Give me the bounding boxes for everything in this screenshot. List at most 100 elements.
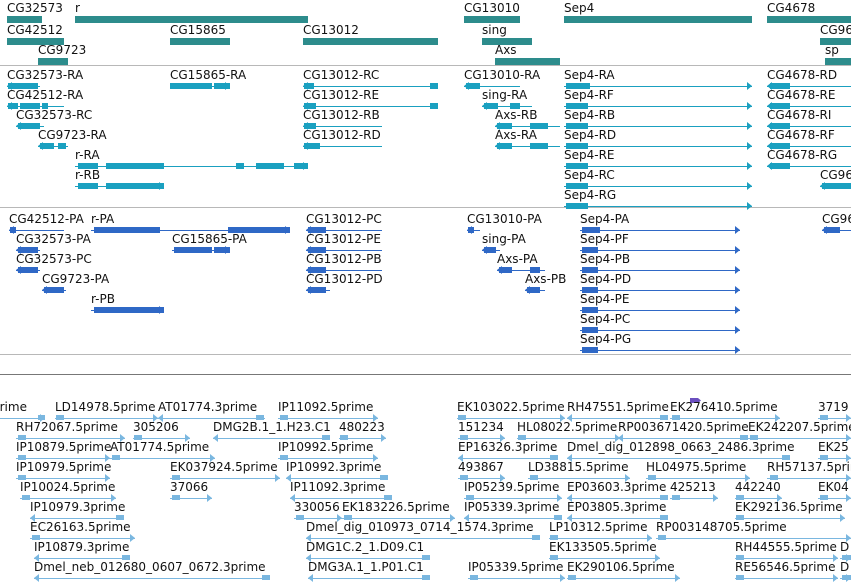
exon-block[interactable] <box>750 435 758 440</box>
exon-block[interactable] <box>18 123 40 129</box>
exon-block[interactable] <box>134 435 142 440</box>
exon-block[interactable] <box>736 555 744 560</box>
exon-block[interactable] <box>582 327 598 333</box>
exon-block[interactable] <box>530 475 538 480</box>
exon-block[interactable] <box>660 495 668 500</box>
exon-block[interactable] <box>294 163 308 169</box>
gene-bar[interactable] <box>464 16 520 23</box>
exon-block[interactable] <box>8 83 38 89</box>
exon-block[interactable] <box>380 475 388 480</box>
exon-block[interactable] <box>660 515 668 520</box>
exon-block[interactable] <box>42 103 48 109</box>
exon-block[interactable] <box>820 455 828 460</box>
exon-block[interactable] <box>94 307 164 313</box>
exon-block[interactable] <box>122 555 130 560</box>
exon-block[interactable] <box>172 475 180 480</box>
exon-block[interactable] <box>550 455 558 460</box>
exon-block[interactable] <box>660 415 668 420</box>
exon-block[interactable] <box>58 143 66 149</box>
exon-block[interactable] <box>22 495 30 500</box>
exon-block[interactable] <box>308 247 326 253</box>
exon-block[interactable] <box>344 515 352 520</box>
gene-bar[interactable] <box>564 16 752 23</box>
region-marker-icon[interactable] <box>690 389 701 403</box>
exon-block[interactable] <box>820 415 828 420</box>
exon-block[interactable] <box>648 475 656 480</box>
exon-block[interactable] <box>340 435 348 440</box>
exon-block[interactable] <box>527 287 540 293</box>
exon-block[interactable] <box>532 535 540 540</box>
exon-block[interactable] <box>820 495 828 500</box>
exon-block[interactable] <box>18 455 26 460</box>
exon-block[interactable] <box>672 415 680 420</box>
exon-block[interactable] <box>172 495 180 500</box>
exon-block[interactable] <box>308 287 326 293</box>
exon-block[interactable] <box>308 227 326 233</box>
exon-block[interactable] <box>384 495 392 500</box>
gene-bar[interactable] <box>303 38 438 45</box>
exon-block[interactable] <box>236 163 244 169</box>
exon-block[interactable] <box>736 495 744 500</box>
exon-block[interactable] <box>822 183 851 189</box>
exon-block[interactable] <box>304 103 316 109</box>
exon-block[interactable] <box>422 575 430 580</box>
exon-block[interactable] <box>497 123 512 129</box>
exon-block[interactable] <box>304 143 320 149</box>
exon-block[interactable] <box>40 143 54 149</box>
exon-block[interactable] <box>56 415 64 420</box>
exon-block[interactable] <box>18 267 38 273</box>
exon-block[interactable] <box>262 575 270 580</box>
exon-block[interactable] <box>430 103 438 109</box>
gene-bar[interactable] <box>170 38 230 45</box>
exon-block[interactable] <box>566 203 588 209</box>
exon-block[interactable] <box>582 247 598 253</box>
gene-bar[interactable] <box>38 58 68 65</box>
exon-block[interactable] <box>582 307 598 313</box>
exon-block[interactable] <box>256 415 264 420</box>
exon-block[interactable] <box>510 103 520 109</box>
exon-block[interactable] <box>18 435 26 440</box>
exon-block[interactable] <box>770 123 790 129</box>
exon-block[interactable] <box>280 455 288 460</box>
exon-block[interactable] <box>466 83 480 89</box>
exon-block[interactable] <box>322 435 330 440</box>
exon-block[interactable] <box>430 83 438 89</box>
exon-block[interactable] <box>566 163 588 169</box>
exon-block[interactable] <box>770 163 790 169</box>
exon-block[interactable] <box>170 83 212 89</box>
gene-bar[interactable] <box>767 16 851 23</box>
exon-block[interactable] <box>8 103 18 109</box>
exon-block[interactable] <box>770 103 790 109</box>
exon-block[interactable] <box>228 227 290 233</box>
gene-bar[interactable] <box>75 16 308 23</box>
exon-block[interactable] <box>566 103 588 109</box>
exon-block[interactable] <box>582 347 598 353</box>
exon-block[interactable] <box>550 555 558 560</box>
gene-bar[interactable] <box>7 38 64 45</box>
exon-block[interactable] <box>106 183 164 189</box>
exon-block[interactable] <box>518 435 526 440</box>
exon-block[interactable] <box>112 455 120 460</box>
exon-block[interactable] <box>484 247 496 253</box>
exon-block[interactable] <box>460 475 468 480</box>
exon-block[interactable] <box>566 83 590 89</box>
exon-block[interactable] <box>770 83 790 89</box>
exon-block[interactable] <box>736 575 744 580</box>
exon-block[interactable] <box>44 287 64 293</box>
exon-block[interactable] <box>296 515 304 520</box>
exon-block[interactable] <box>78 183 98 189</box>
exon-block[interactable] <box>568 575 576 580</box>
exon-block[interactable] <box>484 103 498 109</box>
exon-block[interactable] <box>94 227 160 233</box>
exon-block[interactable] <box>582 267 598 273</box>
exon-block[interactable] <box>174 247 212 253</box>
exon-block[interactable] <box>308 267 326 273</box>
exon-block[interactable] <box>304 83 314 89</box>
exon-block[interactable] <box>740 435 748 440</box>
exon-block[interactable] <box>20 103 40 109</box>
exon-block[interactable] <box>824 227 840 233</box>
exon-block[interactable] <box>582 227 600 233</box>
exon-block[interactable] <box>106 163 164 169</box>
exon-block[interactable] <box>214 247 230 253</box>
